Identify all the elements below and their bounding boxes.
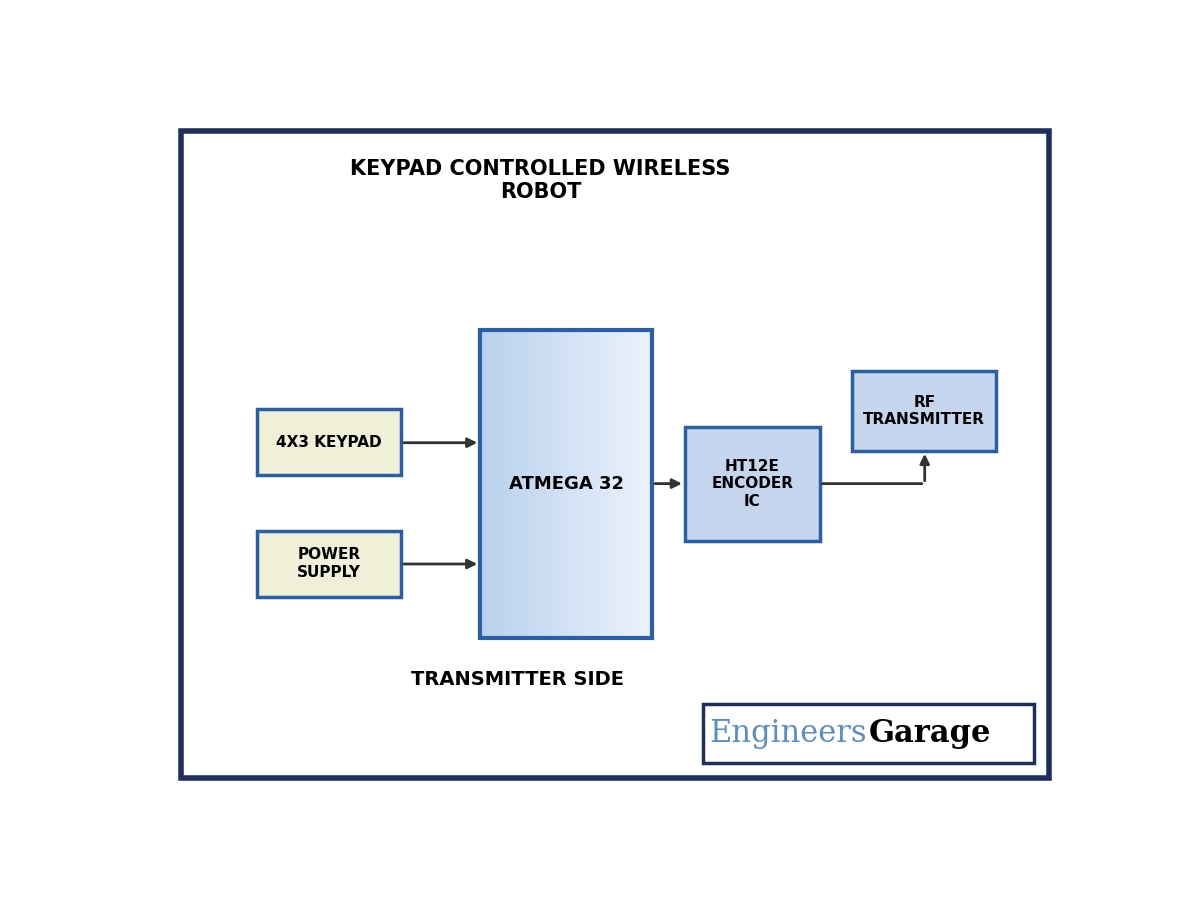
Text: HT12E
ENCODER
IC: HT12E ENCODER IC xyxy=(712,459,793,508)
Text: KEYPAD CONTROLLED WIRELESS
ROBOT: KEYPAD CONTROLLED WIRELESS ROBOT xyxy=(350,159,731,202)
Bar xyxy=(852,372,996,451)
Bar xyxy=(257,410,401,475)
Bar xyxy=(685,427,820,541)
Text: ATMEGA 32: ATMEGA 32 xyxy=(509,475,624,493)
Text: Garage: Garage xyxy=(869,718,991,749)
Text: RF
TRANSMITTER: RF TRANSMITTER xyxy=(863,395,985,428)
Text: POWER
SUPPLY: POWER SUPPLY xyxy=(298,547,361,580)
Bar xyxy=(257,531,401,597)
Bar xyxy=(703,704,1033,763)
Text: 4X3 KEYPAD: 4X3 KEYPAD xyxy=(276,435,382,450)
Text: Engineers: Engineers xyxy=(709,718,866,749)
Text: TRANSMITTER SIDE: TRANSMITTER SIDE xyxy=(410,670,624,689)
Bar xyxy=(480,329,653,638)
